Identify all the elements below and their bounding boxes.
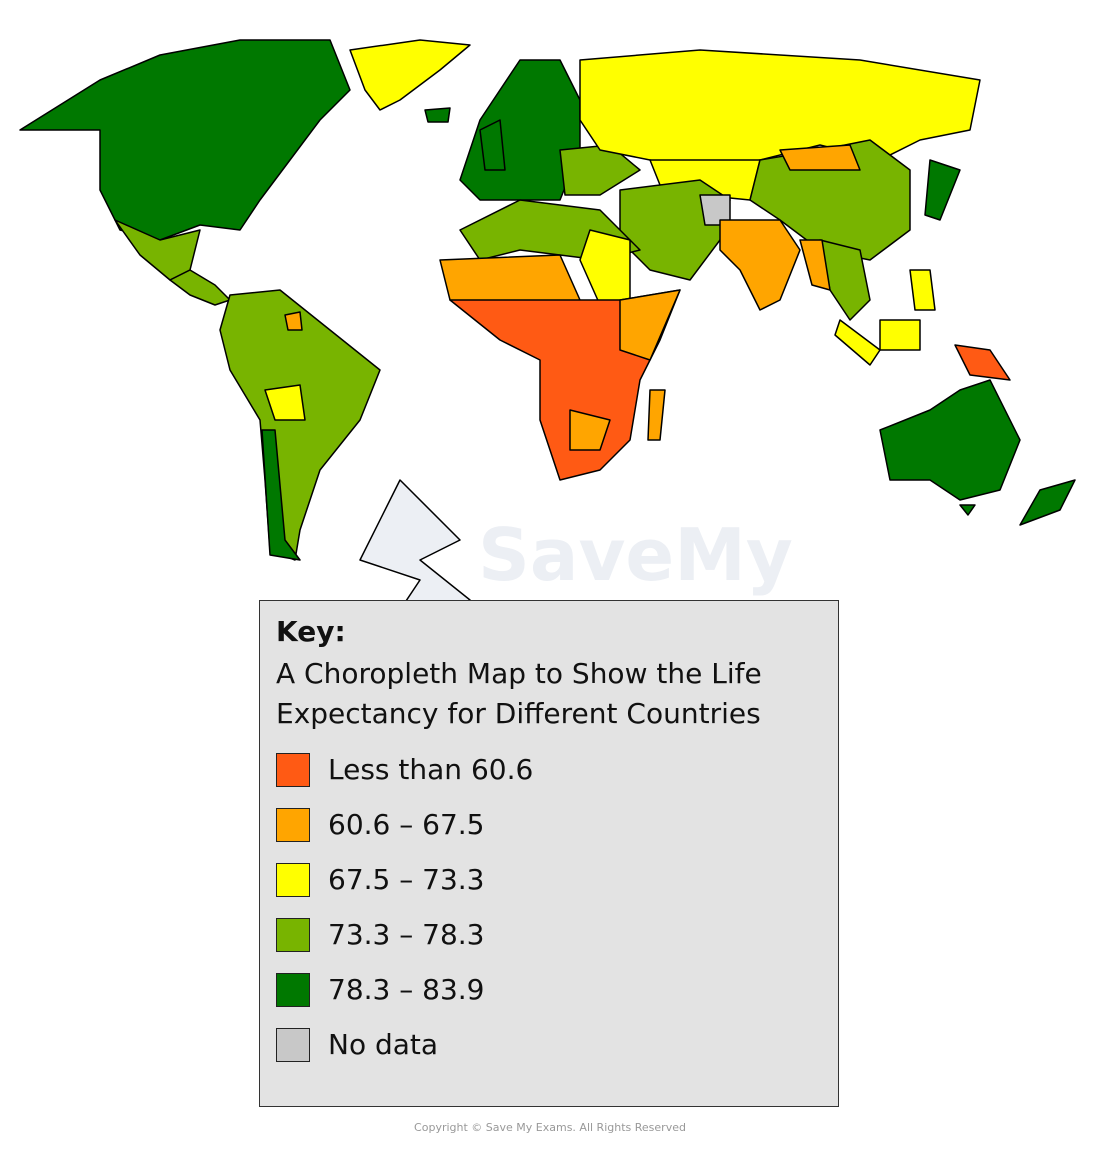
europe (459, 59, 581, 201)
legend-item: Less than 60.6 (276, 742, 822, 797)
legend-swatch (276, 807, 310, 842)
countries (19, 39, 1076, 561)
legend-label: 78.3 – 83.9 (328, 973, 485, 1006)
madagascar (647, 389, 666, 441)
central-america (169, 269, 231, 306)
legend-item: 78.3 – 83.9 (276, 962, 822, 1017)
south-america (219, 289, 381, 561)
legend-label: No data (328, 1028, 439, 1061)
north-america (19, 39, 351, 241)
new-zealand (1019, 479, 1076, 526)
india (719, 219, 801, 311)
watermark-text: SaveMy (478, 513, 793, 597)
legend-swatch (276, 1027, 310, 1062)
papua-new-guinea (954, 344, 1011, 381)
tasmania (959, 504, 976, 516)
borneo (879, 319, 921, 351)
myanmar (799, 239, 831, 291)
horn-of-africa (619, 289, 681, 361)
legend-item: 67.5 – 73.3 (276, 852, 822, 907)
legend-swatch (276, 972, 310, 1007)
japan (924, 159, 961, 221)
bolivia (264, 384, 306, 421)
legend-swatch (276, 917, 310, 952)
legend-label: 73.3 – 78.3 (328, 918, 485, 951)
legend-swatch (276, 752, 310, 787)
australia (879, 379, 1021, 501)
sumatra (834, 319, 881, 366)
chile (261, 429, 301, 561)
copyright: Copyright © Save My Exams. All Rights Re… (414, 1121, 686, 1134)
legend-item: No data (276, 1017, 822, 1072)
greenland (349, 39, 471, 111)
uk (479, 119, 506, 171)
world-map: SaveMy (19, 39, 1076, 600)
legend-heading: Key: (276, 615, 346, 648)
mongolia (779, 144, 861, 171)
sudan (579, 229, 631, 306)
botswana (569, 409, 611, 451)
legend-label: 67.5 – 73.3 (328, 863, 485, 896)
legend-item: 60.6 – 67.5 (276, 797, 822, 852)
legend: Key: A Choropleth Map to Show the Life E… (259, 600, 839, 1107)
legend-label: Less than 60.6 (328, 753, 534, 786)
guyana (284, 311, 303, 331)
iceland (424, 107, 451, 123)
legend-swatch (276, 862, 310, 897)
philippines (909, 269, 936, 311)
russia (579, 49, 981, 171)
legend-title: A Choropleth Map to Show the Life Expect… (276, 657, 762, 730)
legend-item: 73.3 – 78.3 (276, 907, 822, 962)
legend-items: Less than 60.6 60.6 – 67.5 67.5 – 73.3 73.3… (276, 742, 822, 1072)
watermark-logo (359, 479, 471, 600)
legend-label: 60.6 – 67.5 (328, 808, 485, 841)
watermark: SaveMy (359, 479, 793, 600)
